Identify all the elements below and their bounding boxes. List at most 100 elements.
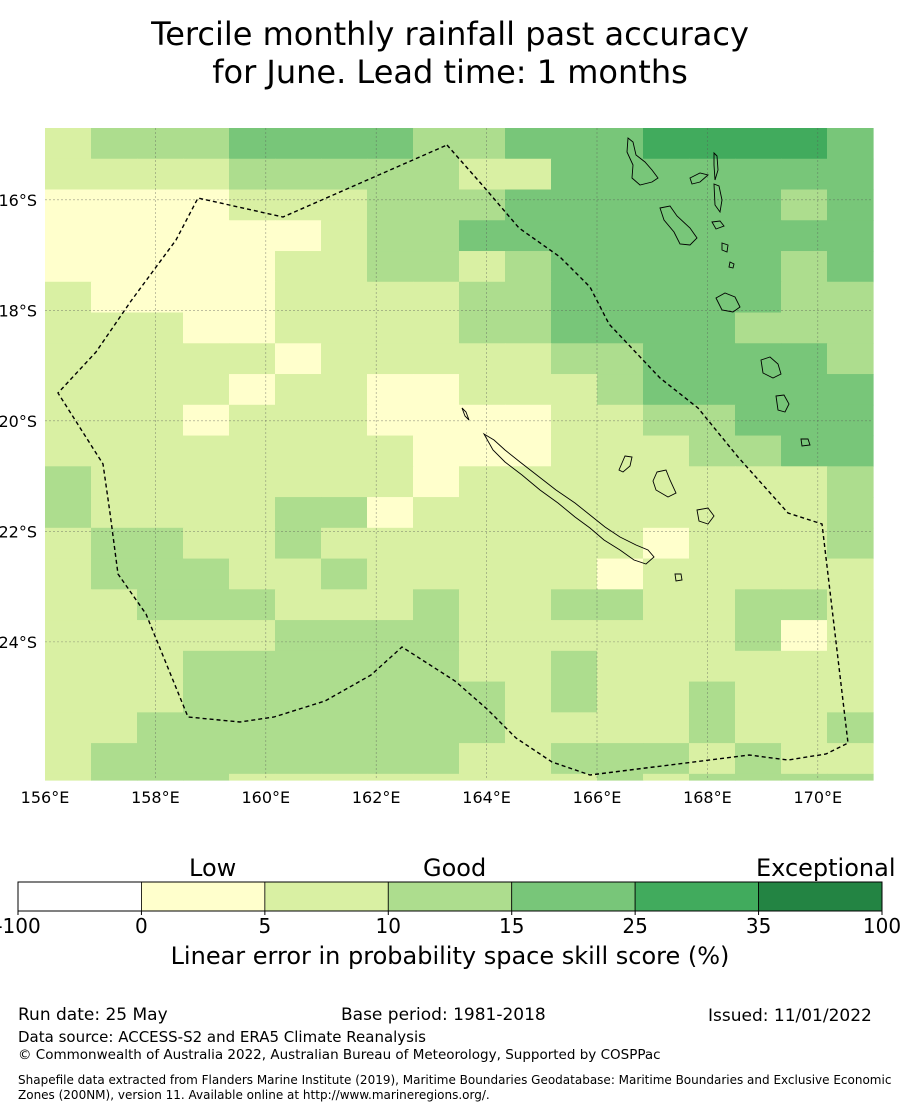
skill-cell	[91, 158, 138, 191]
skill-cell	[413, 558, 460, 590]
skill-cell	[689, 312, 736, 344]
skill-cell	[183, 281, 230, 314]
skill-cell	[413, 589, 460, 621]
skill-cell	[735, 158, 782, 191]
skill-cell	[275, 558, 322, 590]
skill-cell	[505, 712, 552, 744]
skill-cell	[45, 712, 92, 744]
skill-cell	[827, 712, 874, 744]
skill-cell	[597, 497, 644, 529]
skill-cell	[367, 343, 414, 375]
skill-cell	[321, 620, 368, 652]
skill-cell	[459, 743, 506, 775]
skill-cell	[183, 343, 230, 375]
skill-cell	[459, 404, 506, 437]
colorbar-tick-label: 100	[863, 914, 900, 938]
skill-cell	[505, 404, 552, 437]
skill-cell	[781, 620, 828, 652]
skill-cell	[91, 404, 138, 437]
coastline-tanna	[775, 394, 790, 413]
skill-cell	[45, 374, 92, 406]
skill-cell	[229, 773, 276, 781]
skill-cell	[643, 343, 690, 375]
skill-cell	[597, 128, 644, 160]
skill-cell	[275, 773, 322, 781]
skill-cell	[321, 128, 368, 160]
skill-cell	[597, 189, 644, 221]
skill-cell	[505, 374, 552, 406]
skill-cell	[413, 128, 460, 160]
skill-cell	[827, 158, 874, 191]
skill-cell	[137, 404, 184, 437]
coastline-ouvea	[618, 455, 633, 473]
skill-cell	[459, 158, 506, 191]
skill-cell	[505, 620, 552, 652]
skill-cell	[689, 743, 736, 775]
latitude-ticks: 16°S 18°S 20°S 22°S 24°S	[0, 191, 37, 652]
skill-cell	[137, 251, 184, 283]
skill-cell	[827, 773, 874, 781]
skill-cell	[413, 435, 460, 467]
skill-cell	[689, 527, 736, 560]
skill-cell	[505, 312, 552, 344]
skill-cell	[413, 343, 460, 375]
skill-cell	[689, 466, 736, 498]
coastline-efate	[715, 292, 741, 313]
skill-cell	[367, 497, 414, 529]
skill-cell	[689, 251, 736, 283]
skill-cell	[781, 189, 828, 221]
skill-cell	[183, 773, 230, 781]
skill-cell	[137, 681, 184, 713]
skill-cell	[413, 773, 460, 781]
lon-tick-label: 164°E	[462, 788, 511, 807]
title-line-1: Tercile monthly rainfall past accuracy	[151, 15, 749, 53]
skill-cell	[91, 251, 138, 283]
lon-tick-label: 156°E	[21, 788, 70, 807]
skill-cell	[137, 281, 184, 314]
skill-cell	[367, 743, 414, 775]
lon-tick-label: 168°E	[683, 788, 732, 807]
skill-cell	[827, 281, 874, 314]
skill-cell	[643, 620, 690, 652]
skill-cell	[45, 743, 92, 775]
skill-cell	[781, 281, 828, 314]
skill-cell	[551, 466, 598, 498]
skill-cell	[137, 374, 184, 406]
colorbar-swatch	[17, 881, 142, 912]
skill-cell	[229, 712, 276, 744]
skill-cell	[137, 158, 184, 191]
skill-cell	[781, 220, 828, 252]
skill-cell	[735, 466, 782, 498]
graticule	[45, 128, 873, 780]
skill-cell	[367, 128, 414, 160]
skill-cell	[827, 189, 874, 221]
skill-cell	[321, 527, 368, 560]
skill-cell	[459, 128, 506, 160]
skill-cell	[275, 404, 322, 437]
skill-cell	[91, 743, 138, 775]
skill-cell	[275, 620, 322, 652]
skill-cell	[689, 650, 736, 683]
skill-cell	[597, 712, 644, 744]
skill-cell	[275, 189, 322, 221]
skill-cell	[781, 743, 828, 775]
skill-cell	[643, 773, 690, 781]
skill-cell	[413, 527, 460, 560]
skill-cell	[781, 558, 828, 590]
skill-cell	[735, 374, 782, 406]
skill-cell	[735, 497, 782, 529]
skill-cell	[137, 712, 184, 744]
skill-cell	[459, 220, 506, 252]
skill-cell	[781, 374, 828, 406]
skill-cell	[827, 343, 874, 375]
skill-cell	[321, 681, 368, 713]
skill-cell	[643, 527, 690, 560]
colorbar-tick-label: 15	[499, 914, 524, 938]
skill-cell	[413, 650, 460, 683]
skill-cell	[413, 312, 460, 344]
skill-cell	[229, 374, 276, 406]
skill-cell	[735, 773, 782, 781]
skill-cell	[229, 527, 276, 560]
skill-cell	[321, 158, 368, 191]
skill-cell	[183, 158, 230, 191]
